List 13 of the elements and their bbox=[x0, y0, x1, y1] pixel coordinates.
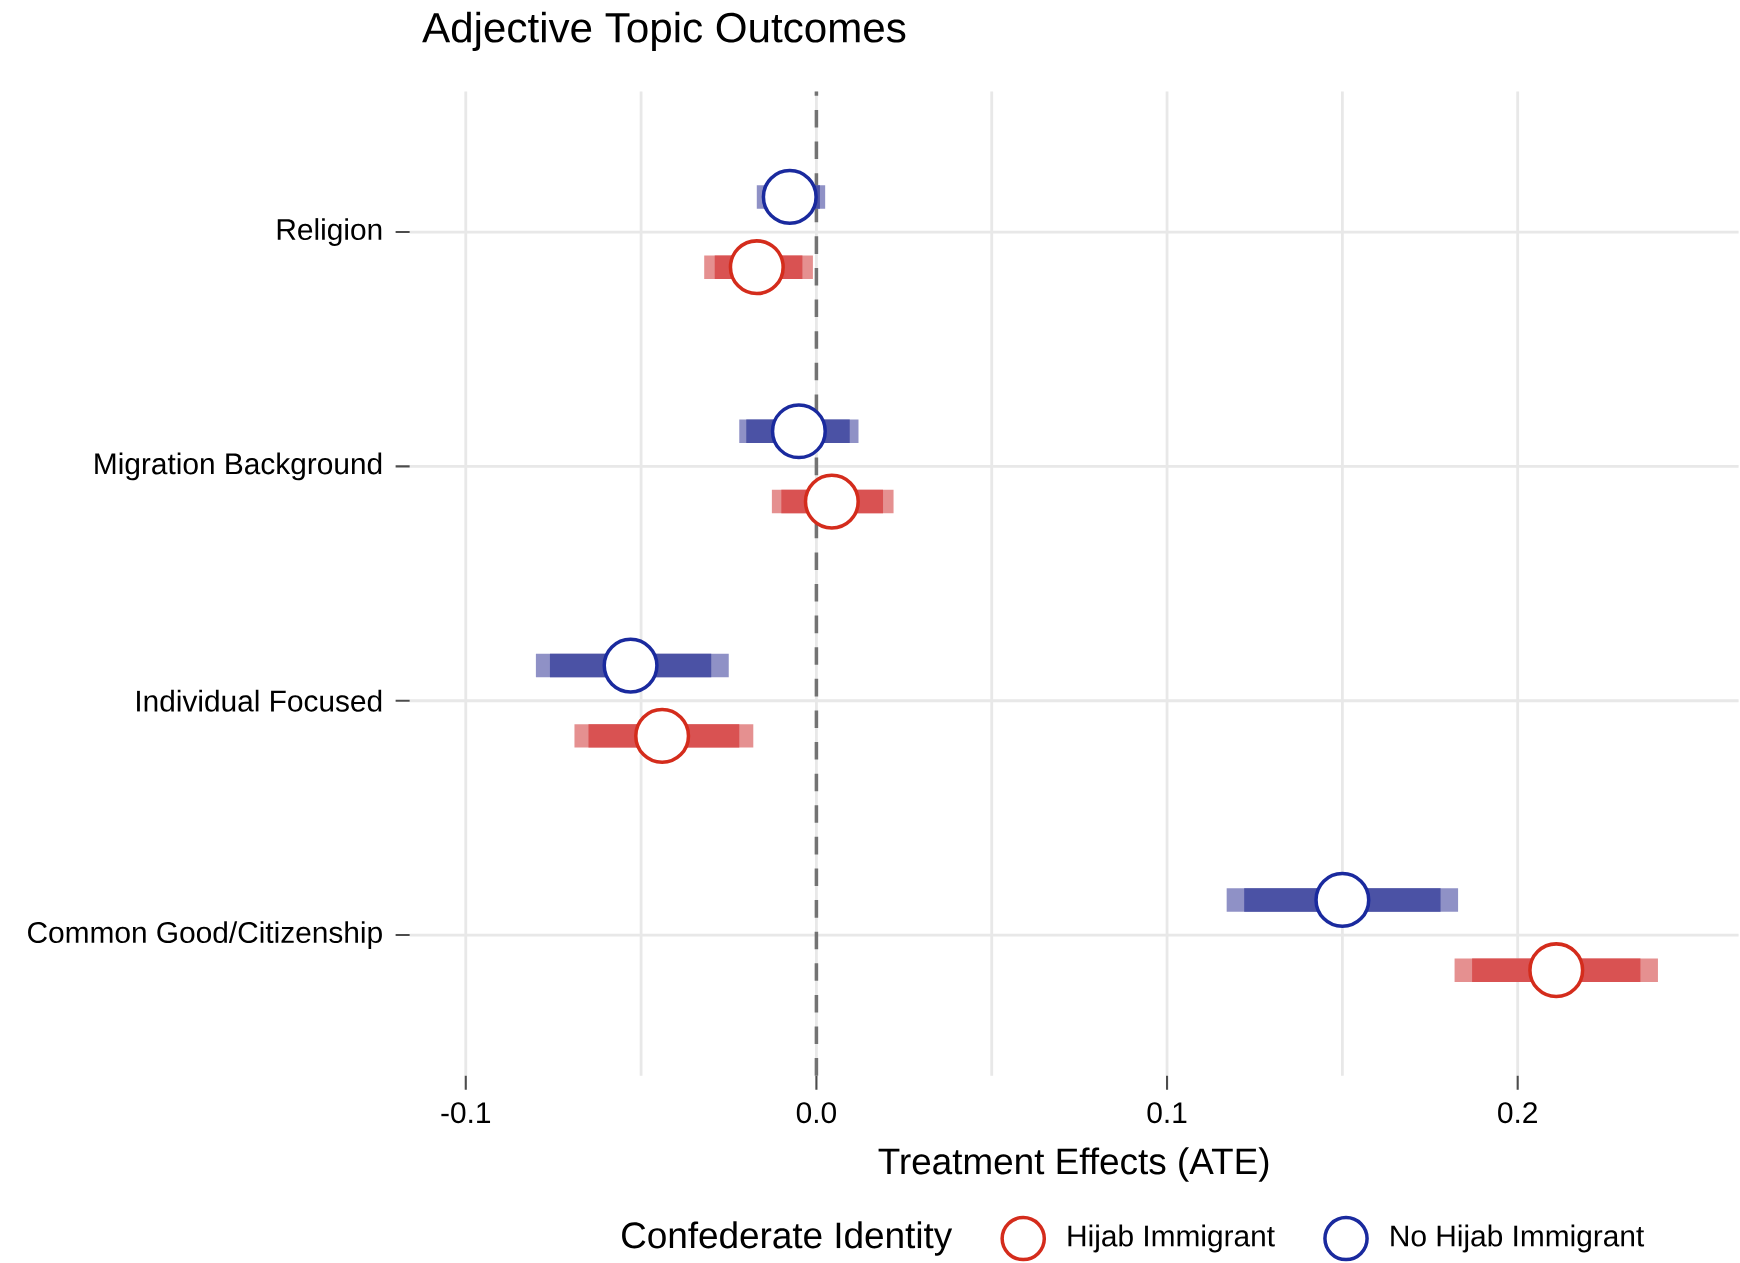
y-tick-label: Individual Focused bbox=[137, 689, 382, 712]
x-axis-title: Treatment Effects (ATE) bbox=[878, 1147, 1269, 1182]
legend-title: Confederate Identity bbox=[622, 1221, 953, 1256]
x-tick-label: -0.1 bbox=[441, 1102, 491, 1124]
chart-title: Adjective Topic Outcomes bbox=[422, 11, 906, 52]
legend-label: No Hijab Immigrant bbox=[1391, 1224, 1645, 1253]
legend-label: Hijab Immigrant bbox=[1068, 1224, 1275, 1253]
x-tick-label: 0.0 bbox=[796, 1102, 836, 1124]
y-tick-label: Common Good/Citizenship bbox=[28, 921, 382, 950]
x-tick-label: 0.2 bbox=[1498, 1102, 1537, 1124]
y-tick-label: Religion bbox=[277, 218, 382, 247]
x-tick-label: 0.1 bbox=[1147, 1102, 1187, 1124]
y-tick-label: Migration Background bbox=[95, 452, 382, 481]
